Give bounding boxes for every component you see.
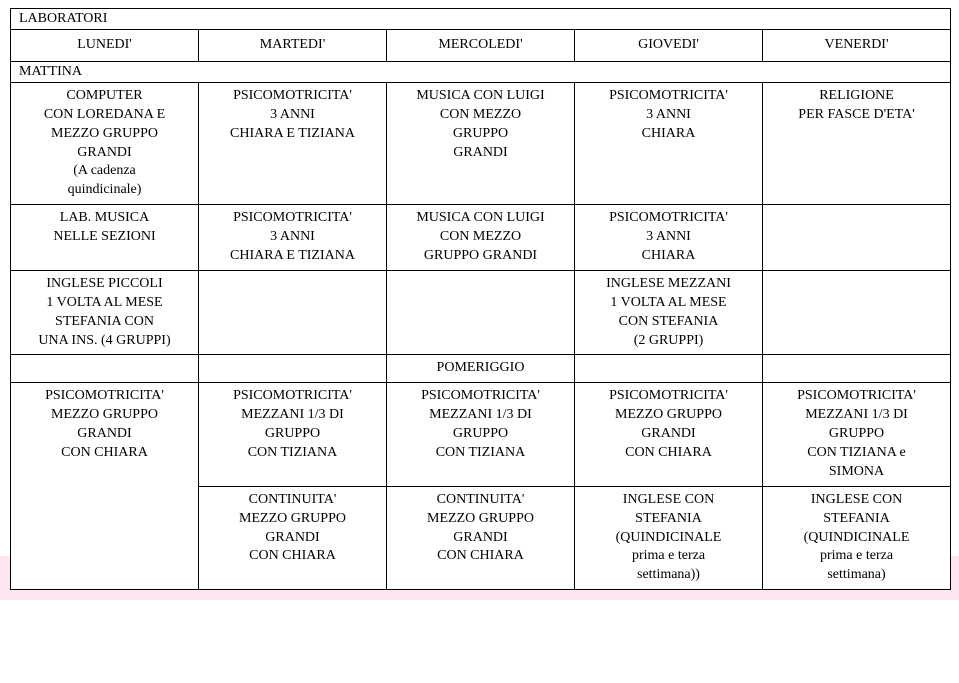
cell-a2-wed: CONTINUITA'MEZZO GRUPPOGRANDICON CHIARA xyxy=(387,486,575,589)
cell-m2-wed: MUSICA CON LUIGICON MEZZOGRUPPO GRANDI xyxy=(387,205,575,271)
cell-m3-wed xyxy=(387,270,575,355)
cell-a2-tue: CONTINUITA'MEZZO GRUPPOGRANDICON CHIARA xyxy=(199,486,387,589)
cell-m2-thu: PSICOMOTRICITA'3 ANNICHIARA xyxy=(575,205,763,271)
cell-m1-mon: COMPUTERCON LOREDANA EMEZZO GRUPPOGRANDI… xyxy=(11,82,199,204)
cell-m1-wed: MUSICA CON LUIGICON MEZZOGRUPPOGRANDI xyxy=(387,82,575,204)
cell-m1-thu: PSICOMOTRICITA'3 ANNICHIARA xyxy=(575,82,763,204)
table-title: LABORATORI xyxy=(11,9,951,30)
cell-m3-thu: INGLESE MEZZANI1 VOLTA AL MESECON STEFAN… xyxy=(575,270,763,355)
section-afternoon: POMERIGGIO xyxy=(387,355,575,383)
day-thu: GIOVEDI' xyxy=(575,30,763,62)
cell-m2-fri xyxy=(763,205,951,271)
day-mon: LUNEDI' xyxy=(11,30,199,62)
schedule-table: LABORATORI LUNEDI' MARTEDI' MERCOLEDI' G… xyxy=(10,8,951,590)
cell-m2-tue: PSICOMOTRICITA'3 ANNICHIARA E TIZIANA xyxy=(199,205,387,271)
cell-a1-fri: PSICOMOTRICITA'MEZZANI 1/3 DIGRUPPOCON T… xyxy=(763,383,951,486)
cell-a2-thu: INGLESE CONSTEFANIA(QUINDICINALEprima e … xyxy=(575,486,763,589)
pomeriggio-pad-mon xyxy=(11,355,199,383)
cell-m3-fri xyxy=(763,270,951,355)
cell-a2-fri: INGLESE CONSTEFANIA(QUINDICINALEprima e … xyxy=(763,486,951,589)
cell-m3-tue xyxy=(199,270,387,355)
cell-m2-mon: LAB. MUSICANELLE SEZIONI xyxy=(11,205,199,271)
cell-a1-mon: PSICOMOTRICITA'MEZZO GRUPPOGRANDICON CHI… xyxy=(11,383,199,590)
cell-a1-wed: PSICOMOTRICITA'MEZZANI 1/3 DIGRUPPOCON T… xyxy=(387,383,575,486)
pomeriggio-pad-thu xyxy=(575,355,763,383)
pomeriggio-pad-tue xyxy=(199,355,387,383)
day-fri: VENERDI' xyxy=(763,30,951,62)
day-wed: MERCOLEDI' xyxy=(387,30,575,62)
cell-m1-fri: RELIGIONEPER FASCE D'ETA' xyxy=(763,82,951,204)
cell-a1-thu: PSICOMOTRICITA'MEZZO GRUPPOGRANDICON CHI… xyxy=(575,383,763,486)
cell-m1-tue: PSICOMOTRICITA'3 ANNICHIARA E TIZIANA xyxy=(199,82,387,204)
section-morning: MATTINA xyxy=(11,61,951,82)
cell-a1-tue: PSICOMOTRICITA'MEZZANI 1/3 DIGRUPPOCON T… xyxy=(199,383,387,486)
day-tue: MARTEDI' xyxy=(199,30,387,62)
cell-m3-mon: INGLESE PICCOLI1 VOLTA AL MESESTEFANIA C… xyxy=(11,270,199,355)
pomeriggio-pad-fri xyxy=(763,355,951,383)
